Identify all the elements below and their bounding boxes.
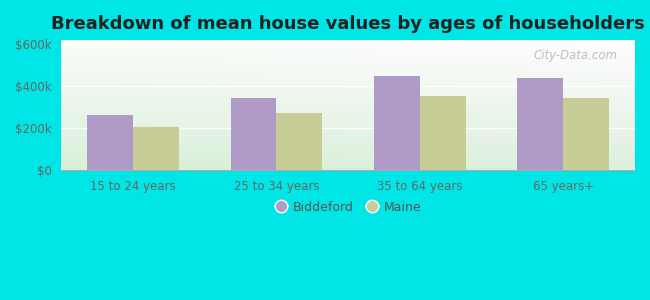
Bar	[276, 112, 322, 170]
Legend: Biddeford, Maine: Biddeford, Maine	[270, 196, 426, 219]
Text: City-Data.com: City-Data.com	[534, 49, 618, 62]
Bar	[420, 96, 466, 170]
Bar	[133, 127, 179, 170]
Bar	[564, 98, 609, 170]
Title: Breakdown of mean house values by ages of householders: Breakdown of mean house values by ages o…	[51, 15, 645, 33]
Bar	[231, 98, 276, 170]
Bar	[374, 76, 420, 170]
Bar	[517, 78, 564, 170]
Bar	[87, 115, 133, 170]
